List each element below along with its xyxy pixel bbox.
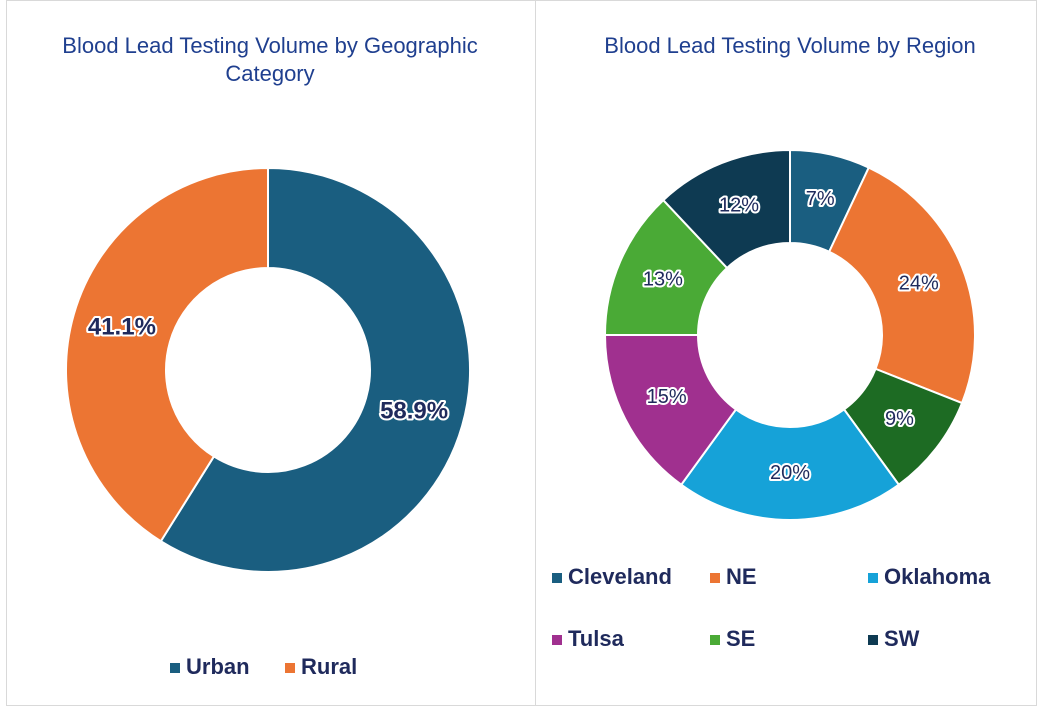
legend-label: NE (726, 564, 757, 589)
legend-label: Urban (186, 654, 250, 679)
legend-label: Rural (301, 654, 357, 679)
data-label: 9% (885, 408, 914, 430)
data-label: 7% (806, 188, 835, 210)
data-label: 13% (643, 268, 683, 290)
legend-swatch (285, 663, 295, 673)
legend-swatch (552, 573, 562, 583)
legend-swatch (552, 635, 562, 645)
donut-slice (65, 166, 269, 543)
legend-label: SE (726, 626, 755, 651)
data-label: 24% (899, 272, 939, 294)
legend-swatch (868, 635, 878, 645)
legend-label: SW (884, 626, 920, 651)
donut-slice (827, 166, 976, 405)
data-label: 20% (770, 462, 810, 484)
donut-slice (159, 166, 471, 573)
legend-swatch (710, 573, 720, 583)
legend-label: Cleveland (568, 564, 672, 589)
legend-swatch (170, 663, 180, 673)
donut-slice (679, 408, 901, 521)
chart-title: Blood Lead Testing Volume by Region (604, 33, 976, 58)
legend-swatch (710, 635, 720, 645)
legend-label: Oklahoma (884, 564, 991, 589)
legend-label: Tulsa (568, 626, 625, 651)
data-label: 41.1% (88, 313, 156, 340)
data-label: 58.9% (380, 397, 448, 424)
donut-slice (661, 148, 791, 270)
data-label: 12% (719, 195, 759, 217)
donut-slice (603, 334, 738, 487)
legend-swatch (868, 573, 878, 583)
data-label: 15% (647, 386, 687, 408)
chart-title: Blood Lead Testing Volume by Geographic … (62, 33, 478, 86)
